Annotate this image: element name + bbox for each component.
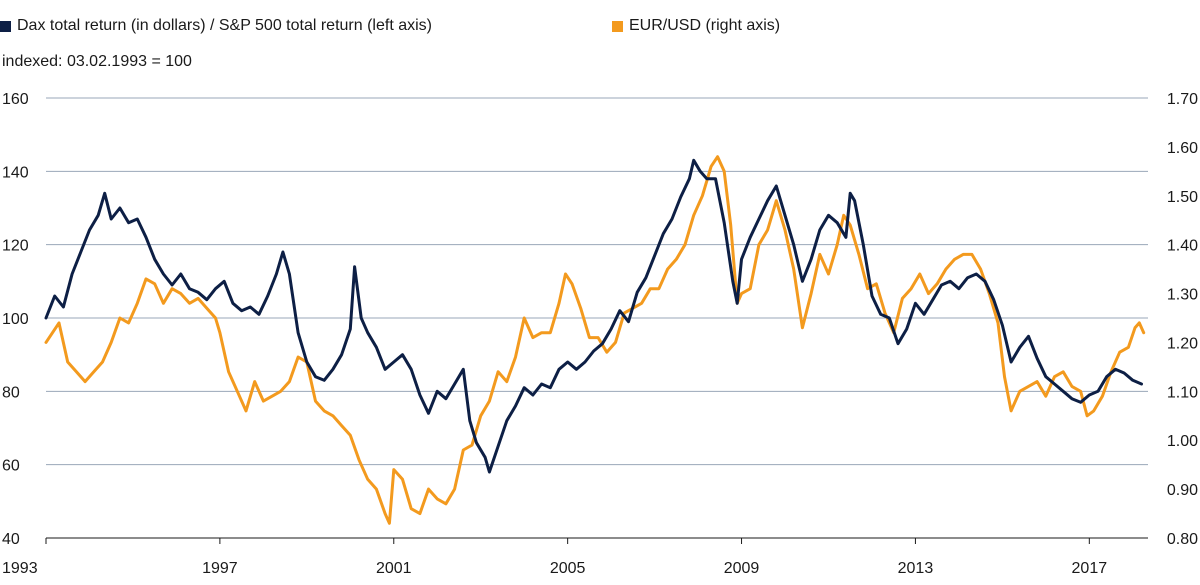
y-right-tick-1.10: 1.10	[1167, 384, 1198, 401]
legend-swatch-dax	[0, 20, 11, 32]
y-left-tick-100: 100	[2, 311, 29, 328]
y-left-tick-80: 80	[2, 384, 20, 401]
y-left-tick-160: 160	[2, 91, 29, 108]
y-right-tick-1.60: 1.60	[1167, 140, 1198, 157]
y-right-tick-1.00: 1.00	[1167, 433, 1198, 450]
y-left-tick-140: 140	[2, 164, 29, 181]
y-right-tick-1.50: 1.50	[1167, 189, 1198, 206]
x-tick-2001: 2001	[376, 560, 412, 577]
x-tick-2013: 2013	[898, 560, 934, 577]
legend-item-dax: Dax total return (in dollars) / S&P 500 …	[0, 17, 432, 35]
x-tick-1997: 1997	[202, 560, 238, 577]
x-tick-2005: 2005	[550, 560, 586, 577]
legend-item-eurusd: EUR/USD (right axis)	[612, 17, 780, 35]
axis-tick-labels: 40 60 80 100 120 140 160 0.80 0.90 1.00 1.10 1.20 1.…	[2, 91, 1198, 577]
chart-subtitle: indexed: 03.02.1993 = 100	[2, 53, 192, 70]
legend-swatch-eurusd	[612, 20, 623, 32]
y-right-tick-0.80: 0.80	[1167, 531, 1198, 548]
y-right-tick-1.30: 1.30	[1167, 287, 1198, 304]
y-left-tick-60: 60	[2, 458, 20, 475]
legend-label-eurusd: EUR/USD (right axis)	[629, 17, 781, 34]
series-lines	[44, 155, 1146, 525]
y-right-tick-0.90: 0.90	[1167, 482, 1198, 499]
y-right-tick-1.40: 1.40	[1167, 238, 1198, 255]
y-right-tick-1.70: 1.70	[1167, 91, 1198, 108]
x-tick-2017: 2017	[1072, 560, 1108, 577]
dax-sp500-series-line	[44, 158, 1143, 474]
y-right-tick-1.20: 1.20	[1167, 335, 1198, 352]
eurusd-series-line	[44, 155, 1146, 525]
legend-label-dax: Dax total return (in dollars) / S&P 500 …	[17, 17, 432, 34]
x-tick-1993: 1993	[2, 560, 38, 577]
y-left-tick-120: 120	[2, 238, 29, 255]
y-left-tick-40: 40	[2, 531, 20, 548]
x-tick-2009: 2009	[724, 560, 760, 577]
legend: Dax total return (in dollars) / S&P 500 …	[0, 17, 1200, 41]
gridlines	[45, 97, 1148, 544]
